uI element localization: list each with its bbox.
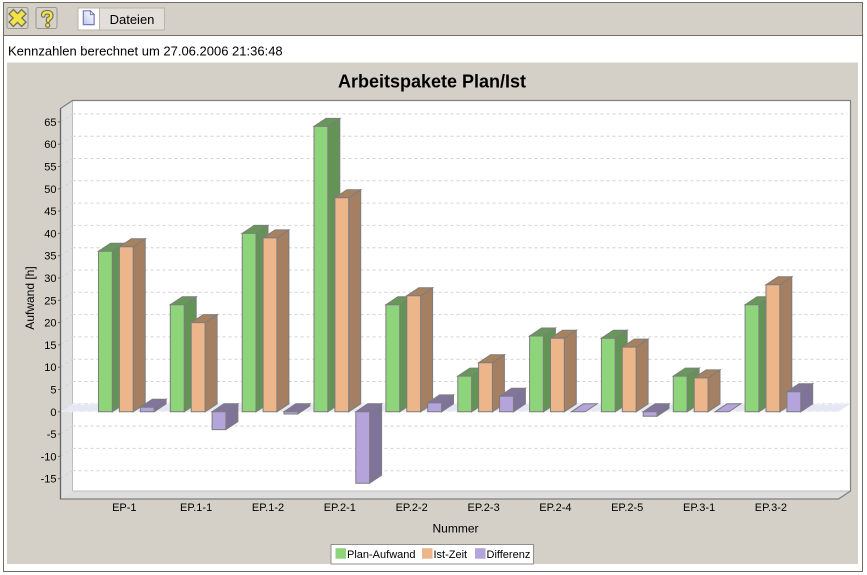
- svg-text:EP.2-4: EP.2-4: [539, 502, 571, 514]
- svg-text:Nummer: Nummer: [432, 522, 478, 536]
- svg-text:0: 0: [50, 407, 56, 419]
- svg-text:EP.2-3: EP.2-3: [467, 502, 499, 514]
- svg-text:-5: -5: [47, 429, 57, 441]
- svg-text:EP.1-1: EP.1-1: [180, 502, 212, 514]
- svg-text:20: 20: [44, 318, 56, 330]
- svg-text:EP.1-2: EP.1-2: [252, 502, 284, 514]
- svg-text:5: 5: [50, 385, 56, 397]
- svg-text:Ist-Zeit: Ist-Zeit: [434, 549, 468, 561]
- svg-text:45: 45: [44, 206, 56, 218]
- svg-text:Dateien: Dateien: [110, 12, 155, 27]
- svg-text:EP.3-2: EP.3-2: [755, 502, 787, 514]
- svg-text:Kennzahlen berechnet um 27.06.: Kennzahlen berechnet um 27.06.2006 21:36…: [8, 44, 283, 59]
- svg-text:40: 40: [44, 228, 56, 240]
- svg-text:Arbeitspakete Plan/Ist: Arbeitspakete Plan/Ist: [338, 72, 526, 92]
- svg-text:30: 30: [44, 273, 56, 285]
- svg-text:50: 50: [44, 184, 56, 196]
- svg-text:EP.2-2: EP.2-2: [396, 502, 428, 514]
- svg-text:Aufwand [h]: Aufwand [h]: [23, 266, 37, 329]
- svg-text:-10: -10: [41, 451, 57, 463]
- svg-text:25: 25: [44, 295, 56, 307]
- svg-text:10: 10: [44, 362, 56, 374]
- svg-text:-15: -15: [41, 474, 57, 486]
- svg-text:65: 65: [44, 117, 56, 129]
- svg-text:EP.2-5: EP.2-5: [611, 502, 643, 514]
- svg-text:EP.2-1: EP.2-1: [324, 502, 356, 514]
- svg-text:EP.3-1: EP.3-1: [683, 502, 715, 514]
- svg-text:Plan-Aufwand: Plan-Aufwand: [347, 549, 416, 561]
- svg-text:EP-1: EP-1: [112, 502, 136, 514]
- svg-text:55: 55: [44, 162, 56, 174]
- svg-text:35: 35: [44, 251, 56, 263]
- svg-text:Differenz: Differenz: [487, 549, 531, 561]
- svg-text:60: 60: [44, 139, 56, 151]
- svg-text:15: 15: [44, 340, 56, 352]
